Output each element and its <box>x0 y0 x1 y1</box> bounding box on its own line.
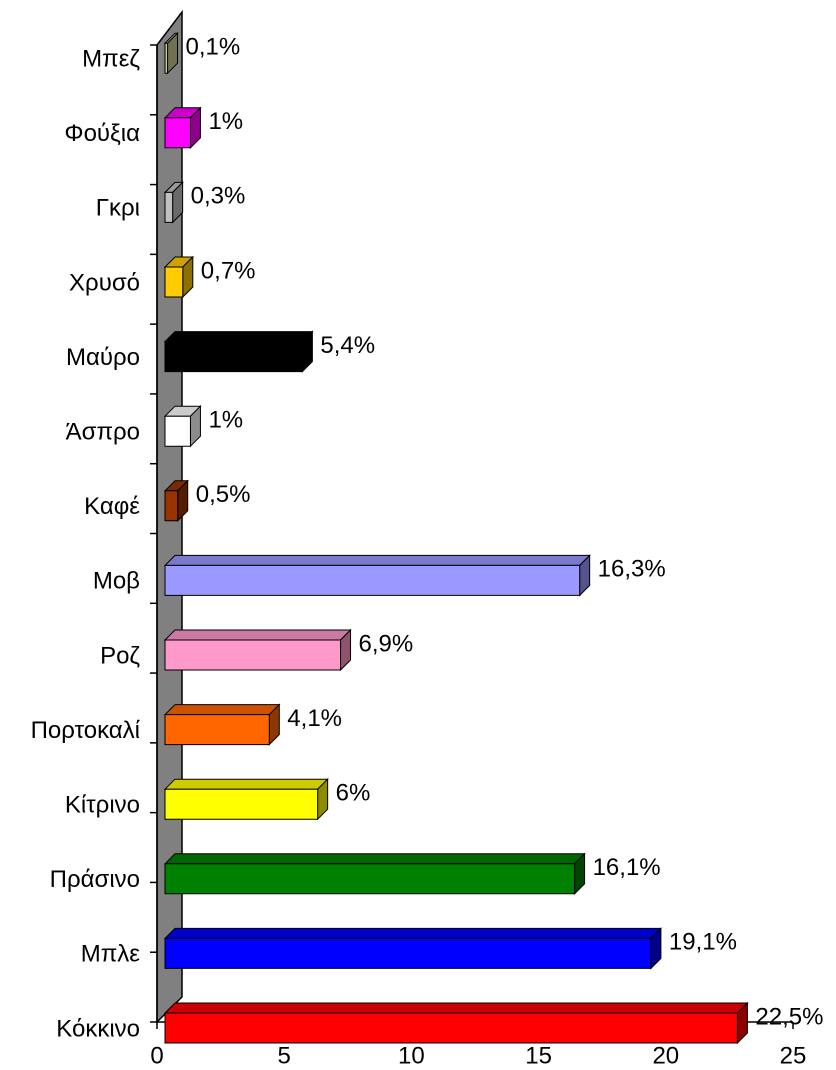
x-tick-label: 0 <box>150 1042 163 1069</box>
value-label: 19,1% <box>669 929 737 956</box>
value-label: 6,9% <box>359 630 414 657</box>
bar-front <box>164 788 319 820</box>
bar-front <box>164 117 191 149</box>
bar <box>163 927 663 970</box>
bar-front <box>164 714 270 746</box>
category-label: Φούξια <box>64 120 140 147</box>
category-label: Κίτρινο <box>65 792 140 819</box>
bar-top <box>163 1002 749 1014</box>
category-label: Μαύρο <box>66 344 140 371</box>
value-label: 6% <box>336 780 371 807</box>
x-tick-label: 15 <box>525 1042 552 1069</box>
bar-front <box>164 564 581 596</box>
category-label: Πράσινο <box>50 866 140 893</box>
value-label: 0,3% <box>191 183 246 210</box>
bar-top <box>163 629 352 641</box>
bar <box>163 255 195 299</box>
bar-top <box>163 853 586 865</box>
category-label: Χρυσό <box>69 269 140 296</box>
bar-front <box>164 490 179 522</box>
bar <box>163 1001 749 1045</box>
bar-top <box>163 778 329 790</box>
category-label: Καφέ <box>84 493 140 520</box>
bar <box>163 628 352 672</box>
bar-front <box>164 937 652 969</box>
bar-front <box>164 42 169 74</box>
bar-top <box>163 927 663 939</box>
value-label: 16,3% <box>598 556 666 583</box>
category-label: Μπλε <box>81 941 141 968</box>
category-label: Άσπρο <box>66 419 140 446</box>
bar-front <box>164 191 174 223</box>
bar-top <box>163 704 281 716</box>
bar <box>163 703 281 746</box>
bar <box>163 554 591 597</box>
bar <box>163 852 586 896</box>
bar-top <box>163 331 314 343</box>
x-tick-label: 20 <box>652 1042 679 1069</box>
value-label: 1% <box>208 108 243 135</box>
x-tick-label: 5 <box>278 1042 291 1069</box>
bar-front <box>164 639 342 671</box>
value-label: 22,5% <box>755 1003 823 1030</box>
category-label: Ροζ <box>100 642 140 669</box>
bar <box>163 479 189 523</box>
bar-top <box>163 554 591 566</box>
value-label: 16,1% <box>593 854 661 881</box>
bar <box>163 31 179 75</box>
category-label: Μπεζ <box>82 46 140 73</box>
bar <box>163 330 314 373</box>
bar-front <box>164 415 191 447</box>
value-label: 1% <box>208 407 243 434</box>
category-label: Μοβ <box>93 568 140 595</box>
value-label: 0,5% <box>196 481 251 508</box>
value-label: 0,1% <box>186 34 241 61</box>
bar <box>163 181 184 224</box>
bar-front <box>164 863 576 895</box>
bar <box>163 106 202 150</box>
x-tick-label: 25 <box>780 1042 807 1069</box>
bar <box>163 777 329 821</box>
category-label: Γκρι <box>96 195 140 222</box>
bar <box>163 404 202 448</box>
value-label: 5,4% <box>320 332 375 359</box>
value-label: 4,1% <box>287 705 342 732</box>
bar-front <box>164 266 184 298</box>
category-label: Πορτοκαλί <box>31 717 141 744</box>
category-label: Κόκκινο <box>56 1015 140 1042</box>
bar-front <box>164 341 303 373</box>
x-tick-label: 10 <box>398 1042 425 1069</box>
bar-front <box>164 1012 738 1044</box>
value-label: 0,7% <box>201 257 256 284</box>
